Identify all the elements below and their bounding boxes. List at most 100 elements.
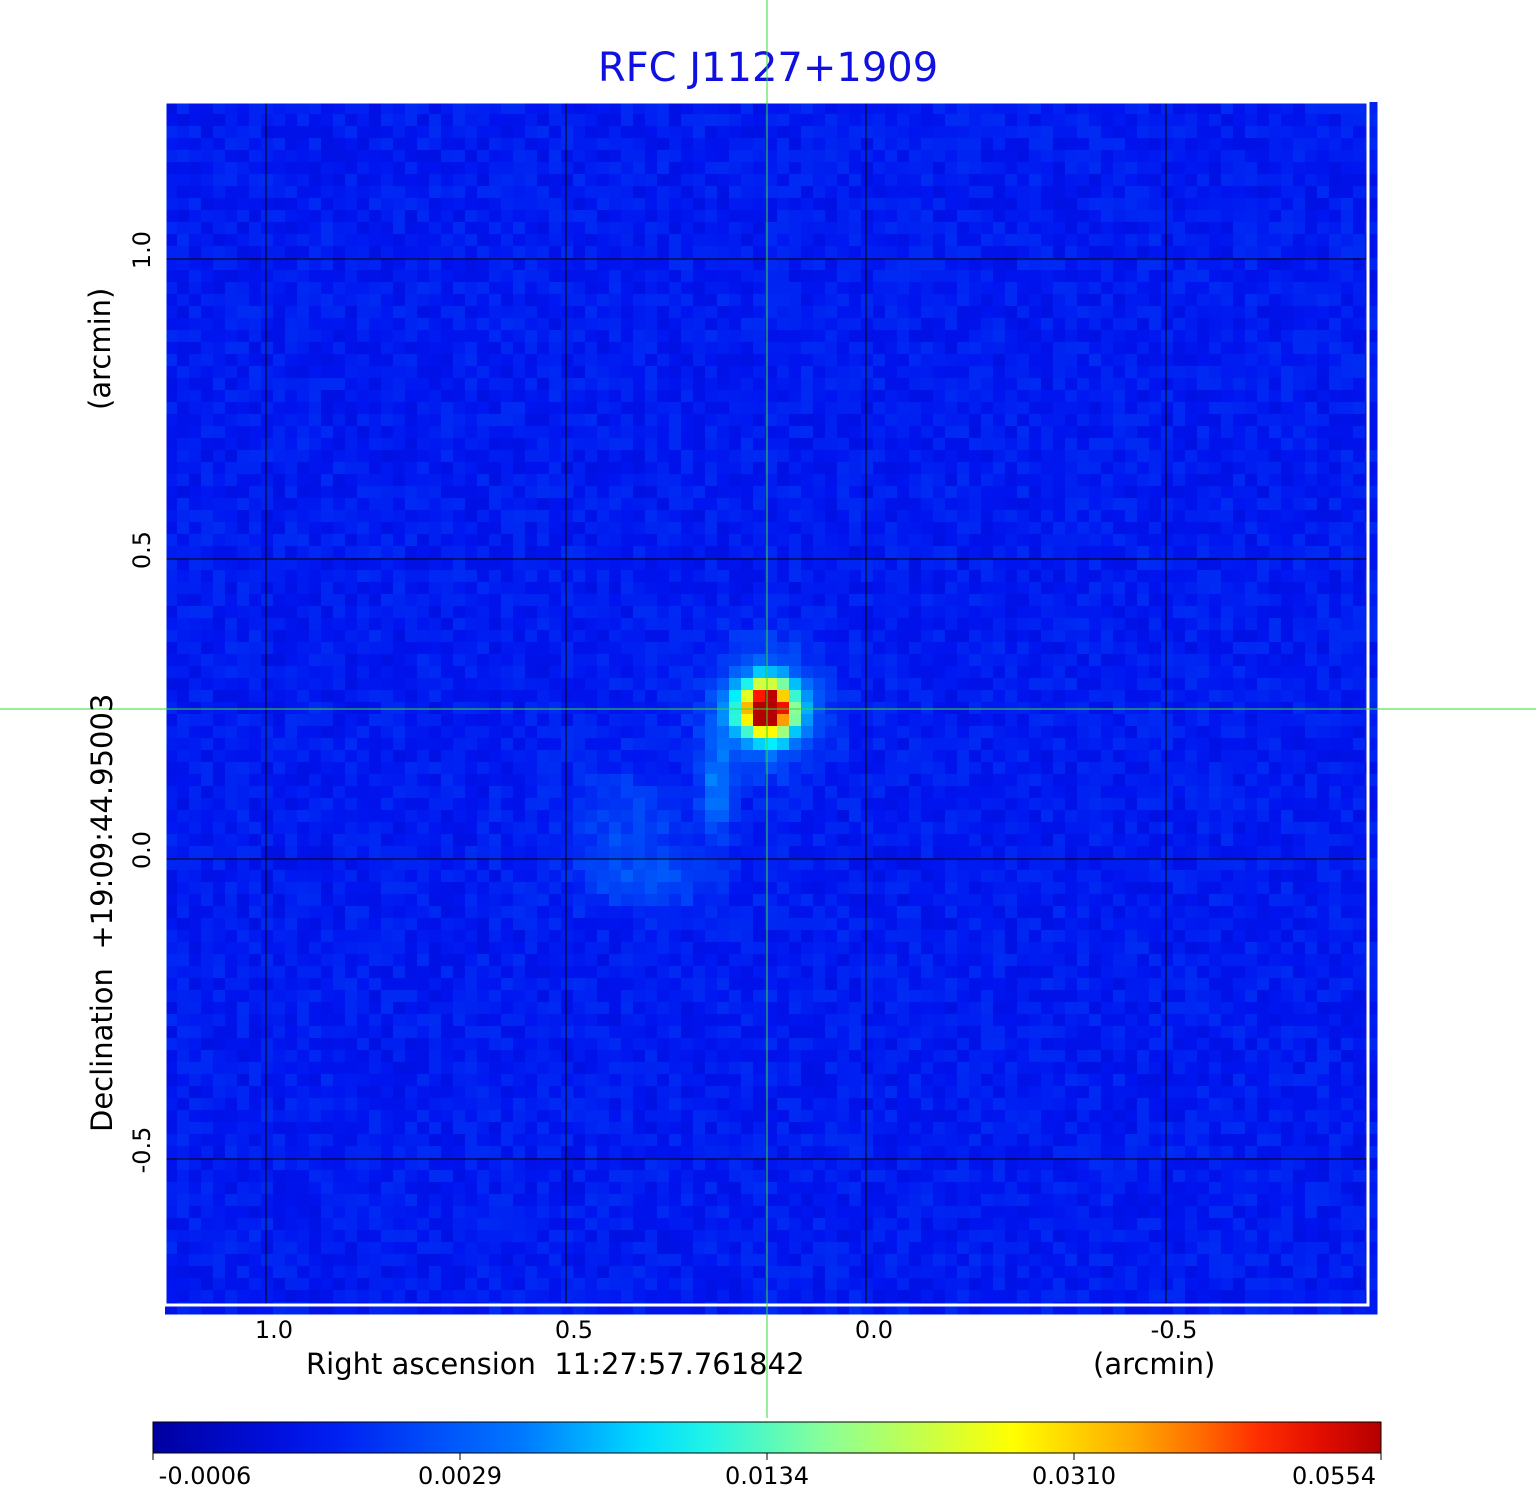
image-pixel: [657, 138, 670, 151]
image-pixel: [1005, 366, 1018, 379]
image-pixel: [645, 126, 658, 139]
image-pixel: [933, 138, 946, 151]
image-pixel: [669, 378, 682, 391]
image-pixel: [645, 162, 658, 175]
image-pixel: [813, 282, 826, 295]
image-pixel: [1101, 174, 1114, 187]
image-pixel: [1257, 318, 1270, 331]
image-pixel: [573, 246, 586, 259]
image-pixel: [921, 126, 934, 139]
image-pixel: [1101, 222, 1114, 235]
image-pixel: [861, 186, 874, 199]
image-pixel: [825, 426, 838, 439]
image-pixel: [873, 234, 886, 247]
image-pixel: [297, 558, 310, 571]
image-pixel: [789, 318, 802, 331]
image-pixel: [1245, 414, 1258, 427]
image-pixel: [969, 654, 982, 667]
image-pixel: [525, 330, 538, 343]
image-pixel: [477, 438, 490, 451]
image-pixel: [453, 510, 466, 523]
image-pixel: [1137, 462, 1150, 475]
image-pixel: [249, 630, 262, 643]
image-pixel: [417, 282, 430, 295]
image-pixel: [741, 558, 754, 571]
image-pixel: [885, 654, 898, 667]
image-pixel: [921, 462, 934, 475]
image-pixel: [1101, 678, 1114, 691]
image-pixel: [945, 654, 958, 667]
image-pixel: [1137, 378, 1150, 391]
image-pixel: [753, 402, 766, 415]
image-pixel: [561, 534, 574, 547]
image-pixel: [765, 138, 778, 151]
image-pixel: [405, 174, 418, 187]
image-pixel: [1113, 402, 1126, 415]
image-pixel: [1089, 618, 1102, 631]
image-pixel: [645, 402, 658, 415]
image-pixel: [633, 174, 646, 187]
image-pixel: [1053, 546, 1066, 559]
image-pixel: [933, 414, 946, 427]
image-pixel: [897, 138, 910, 151]
image-pixel: [1065, 510, 1078, 523]
image-pixel: [333, 294, 346, 307]
image-pixel: [1257, 294, 1270, 307]
image-pixel: [1245, 354, 1258, 367]
image-pixel: [513, 222, 526, 235]
image-pixel: [693, 198, 706, 211]
image-pixel: [681, 498, 694, 511]
image-pixel: [1269, 234, 1282, 247]
image-pixel: [1353, 294, 1366, 307]
image-pixel: [753, 642, 766, 655]
image-pixel: [525, 522, 538, 535]
image-pixel: [369, 186, 382, 199]
image-pixel: [513, 186, 526, 199]
image-pixel: [717, 570, 730, 583]
image-pixel: [513, 486, 526, 499]
image-pixel: [177, 162, 190, 175]
image-pixel: [1173, 102, 1186, 115]
image-pixel: [477, 678, 490, 691]
image-pixel: [1281, 342, 1294, 355]
image-pixel: [933, 426, 946, 439]
image-pixel: [789, 198, 802, 211]
image-pixel: [1281, 306, 1294, 319]
image-pixel: [1041, 654, 1054, 667]
image-pixel: [1281, 258, 1294, 271]
image-pixel: [789, 402, 802, 415]
image-pixel: [1041, 150, 1054, 163]
image-pixel: [357, 630, 370, 643]
image-pixel: [1149, 438, 1162, 451]
image-pixel: [1173, 150, 1186, 163]
image-pixel: [957, 306, 970, 319]
image-pixel: [1341, 162, 1354, 175]
image-pixel: [285, 174, 298, 187]
image-pixel: [537, 138, 550, 151]
image-pixel: [1089, 390, 1102, 403]
image-pixel: [561, 210, 574, 223]
image-pixel: [1317, 678, 1330, 691]
image-pixel: [597, 186, 610, 199]
image-pixel: [1281, 642, 1294, 655]
image-pixel: [489, 342, 502, 355]
image-pixel: [1173, 546, 1186, 559]
image-pixel: [417, 426, 430, 439]
image-pixel: [429, 522, 442, 535]
image-pixel: [1353, 390, 1366, 403]
image-pixel: [885, 306, 898, 319]
image-pixel: [357, 678, 370, 691]
image-pixel: [609, 678, 622, 691]
image-pixel: [1305, 138, 1318, 151]
image-pixel: [1245, 270, 1258, 283]
image-pixel: [705, 462, 718, 475]
image-pixel: [573, 366, 586, 379]
image-pixel: [561, 618, 574, 631]
image-pixel: [621, 426, 634, 439]
image-pixel: [369, 642, 382, 655]
image-pixel: [1221, 330, 1234, 343]
image-pixel: [693, 450, 706, 463]
image-pixel: [921, 570, 934, 583]
image-pixel: [237, 510, 250, 523]
image-pixel: [1209, 462, 1222, 475]
